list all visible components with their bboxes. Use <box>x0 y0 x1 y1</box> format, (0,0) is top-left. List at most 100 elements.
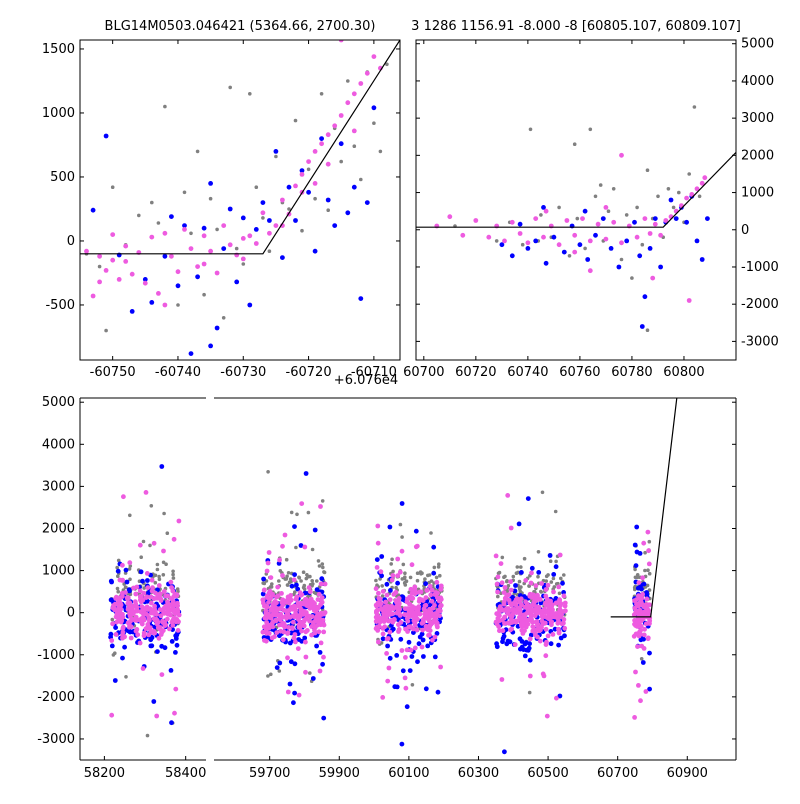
bottom-point-magenta <box>299 621 305 627</box>
bottom-point-blue <box>500 636 506 641</box>
bottom-xtick-label: 60700 <box>597 766 638 781</box>
bottom-point-magenta <box>110 621 115 627</box>
bottom-point-magenta <box>303 654 309 660</box>
top-left-point-blue <box>208 343 214 349</box>
bottom-point-magenta <box>281 629 287 635</box>
bottom-point-magenta <box>494 581 500 587</box>
top-left-point-gray <box>254 185 259 189</box>
bottom-point-gray <box>164 562 168 566</box>
bottom-point-magenta <box>298 605 303 611</box>
bottom-point-magenta <box>176 518 182 524</box>
bottom-point-blue <box>265 635 271 640</box>
top-left-point-blue <box>247 302 253 308</box>
top-left-point-blue <box>286 184 292 190</box>
top-left-point-gray <box>104 328 108 333</box>
top-right-point-blue <box>577 242 583 248</box>
bottom-point-magenta <box>390 573 396 578</box>
bottom-point-gray <box>306 575 310 579</box>
bottom-point-magenta <box>154 713 160 719</box>
bottom-point-magenta <box>318 640 324 646</box>
bottom-point-magenta <box>132 617 137 623</box>
bottom-point-gray <box>269 672 273 677</box>
bottom-point-gray <box>155 567 160 572</box>
bottom-point-magenta <box>290 619 296 625</box>
top-left-point-magenta <box>319 141 324 147</box>
bottom-point-gray <box>145 733 150 738</box>
top-right-model-line <box>416 151 736 228</box>
bottom-point-gray <box>437 562 441 566</box>
bottom-point-magenta <box>386 665 392 671</box>
bottom-point-magenta <box>508 587 514 593</box>
bottom-point-magenta <box>437 608 443 614</box>
bottom-point-magenta <box>434 622 440 628</box>
bottom-point-blue <box>416 641 422 647</box>
bottom-point-blue <box>385 643 390 649</box>
top-right-point-magenta <box>684 195 689 201</box>
bottom-point-gray <box>162 511 166 516</box>
top-right-point-magenta <box>580 216 585 222</box>
bottom-point-blue <box>123 567 129 573</box>
bottom-point-gray <box>302 583 307 588</box>
bottom-point-gray <box>511 574 516 579</box>
top-right-point-blue <box>600 216 606 222</box>
bottom-point-magenta <box>537 638 543 644</box>
bottom-point-gray <box>286 571 291 575</box>
top-right-point-blue <box>652 216 658 222</box>
bottom-point-magenta <box>375 600 381 606</box>
bottom-point-magenta <box>545 582 551 588</box>
bottom-point-magenta <box>495 589 500 595</box>
bottom-point-blue <box>319 576 325 582</box>
bottom-point-magenta <box>116 616 121 621</box>
top-right-point-blue <box>647 246 653 251</box>
bottom-point-magenta <box>536 628 542 634</box>
bottom-xtick-label: 59700 <box>249 766 290 781</box>
bottom-point-blue <box>641 636 646 642</box>
top-right-point-blue <box>658 264 663 270</box>
bottom-point-magenta <box>293 639 298 645</box>
bottom-point-magenta <box>157 607 163 613</box>
bottom-point-magenta <box>374 610 379 616</box>
bottom-point-magenta <box>519 627 525 633</box>
top-right-point-magenta <box>686 298 692 303</box>
bottom-point-magenta <box>644 596 650 602</box>
top-left-point-blue <box>299 168 305 174</box>
bottom-point-magenta <box>534 619 540 624</box>
bottom-point-magenta <box>376 590 381 596</box>
bottom-point-gray <box>410 683 415 687</box>
bottom-point-gray <box>553 509 558 514</box>
bottom-points <box>108 398 678 755</box>
bottom-point-blue <box>289 583 295 589</box>
bottom-point-gray <box>402 576 407 581</box>
bottom-point-magenta <box>139 604 145 610</box>
bottom-point-magenta <box>131 585 137 591</box>
bottom-point-blue <box>126 587 132 593</box>
bottom-point-magenta <box>423 623 429 629</box>
bottom-point-magenta <box>528 608 534 614</box>
bottom-point-blue <box>169 720 174 726</box>
bottom-point-magenta <box>533 598 539 603</box>
top-right-xtick-label: 60780 <box>611 365 652 380</box>
bottom-point-gray <box>171 576 176 580</box>
bottom-point-magenta <box>395 573 401 579</box>
top-left-point-magenta <box>123 243 129 249</box>
bottom-point-magenta <box>152 606 157 612</box>
bottom-point-magenta <box>143 490 149 495</box>
bottom-point-magenta <box>402 675 408 681</box>
bottom-point-gray <box>427 573 432 577</box>
top-left-point-magenta <box>332 123 338 129</box>
bottom-point-magenta <box>561 617 567 622</box>
bottom-point-magenta <box>638 623 644 629</box>
bottom-point-magenta <box>318 602 323 607</box>
bottom-point-blue <box>120 655 125 661</box>
bottom-point-magenta <box>423 602 429 608</box>
bottom-point-gray <box>116 558 121 563</box>
bottom-point-magenta <box>116 607 121 613</box>
bottom-point-magenta <box>404 599 410 605</box>
bottom-point-magenta <box>493 619 499 625</box>
bottom-point-gray <box>128 564 133 568</box>
bottom-point-magenta <box>393 598 399 604</box>
bottom-point-blue <box>312 527 318 533</box>
bottom-point-blue <box>551 572 557 577</box>
top-left-point-gray <box>97 264 102 269</box>
top-right-point-gray <box>692 105 697 109</box>
